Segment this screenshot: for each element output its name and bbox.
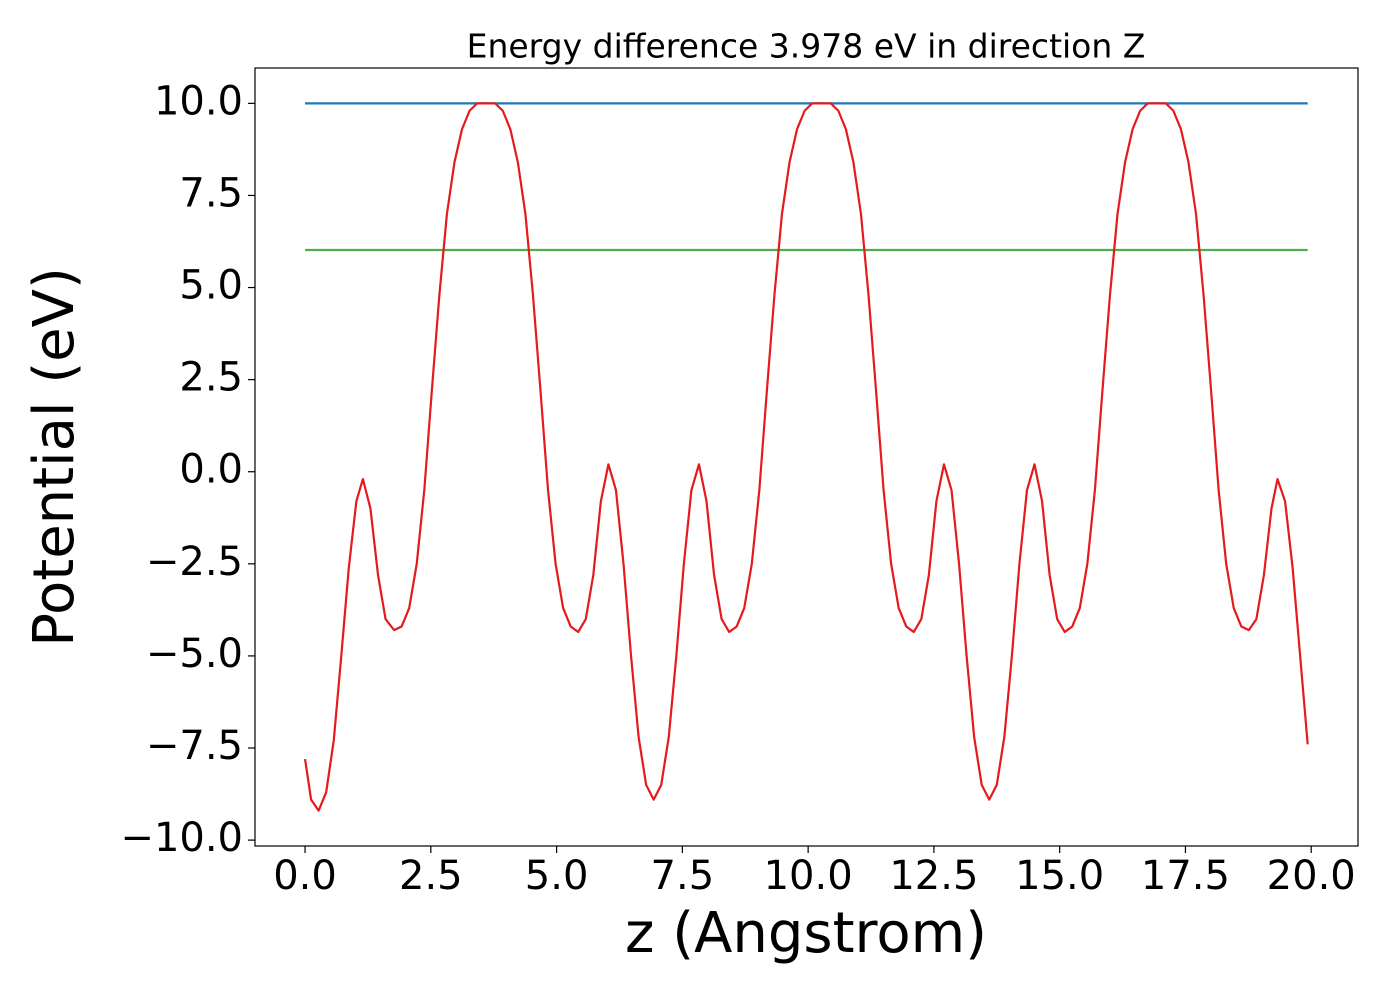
y-tick-label: −7.5	[146, 723, 243, 769]
x-tick-label: 7.5	[651, 853, 715, 899]
x-tick-label: 20.0	[1267, 853, 1356, 899]
y-tick-label: −10.0	[120, 815, 243, 861]
y-axis-label: Potential (eV)	[22, 267, 87, 647]
data-line	[303, 102, 1309, 812]
y-tick-label: 0.0	[179, 447, 243, 493]
x-tick-label: 10.0	[764, 853, 853, 899]
x-tick-label: 15.0	[1015, 853, 1104, 899]
y-tick-label: 5.0	[179, 263, 243, 309]
x-tick-label: 2.5	[399, 853, 463, 899]
y-tick-label: −5.0	[146, 631, 243, 677]
y-tick-label: 7.5	[179, 170, 243, 216]
x-tick-label: 17.5	[1141, 853, 1230, 899]
y-tick-label: 2.5	[179, 355, 243, 401]
y-tick-label: −2.5	[146, 539, 243, 585]
x-axis-label: z (Angstrom)	[625, 901, 987, 966]
plot-frame	[254, 67, 1359, 847]
chart-title: Energy difference 3.978 eV in direction …	[467, 27, 1146, 66]
x-tick-label: 12.5	[889, 853, 978, 899]
x-tick-label: 5.0	[525, 853, 589, 899]
y-tick-label: 10.0	[154, 78, 243, 124]
x-tick-label: 0.0	[273, 853, 337, 899]
